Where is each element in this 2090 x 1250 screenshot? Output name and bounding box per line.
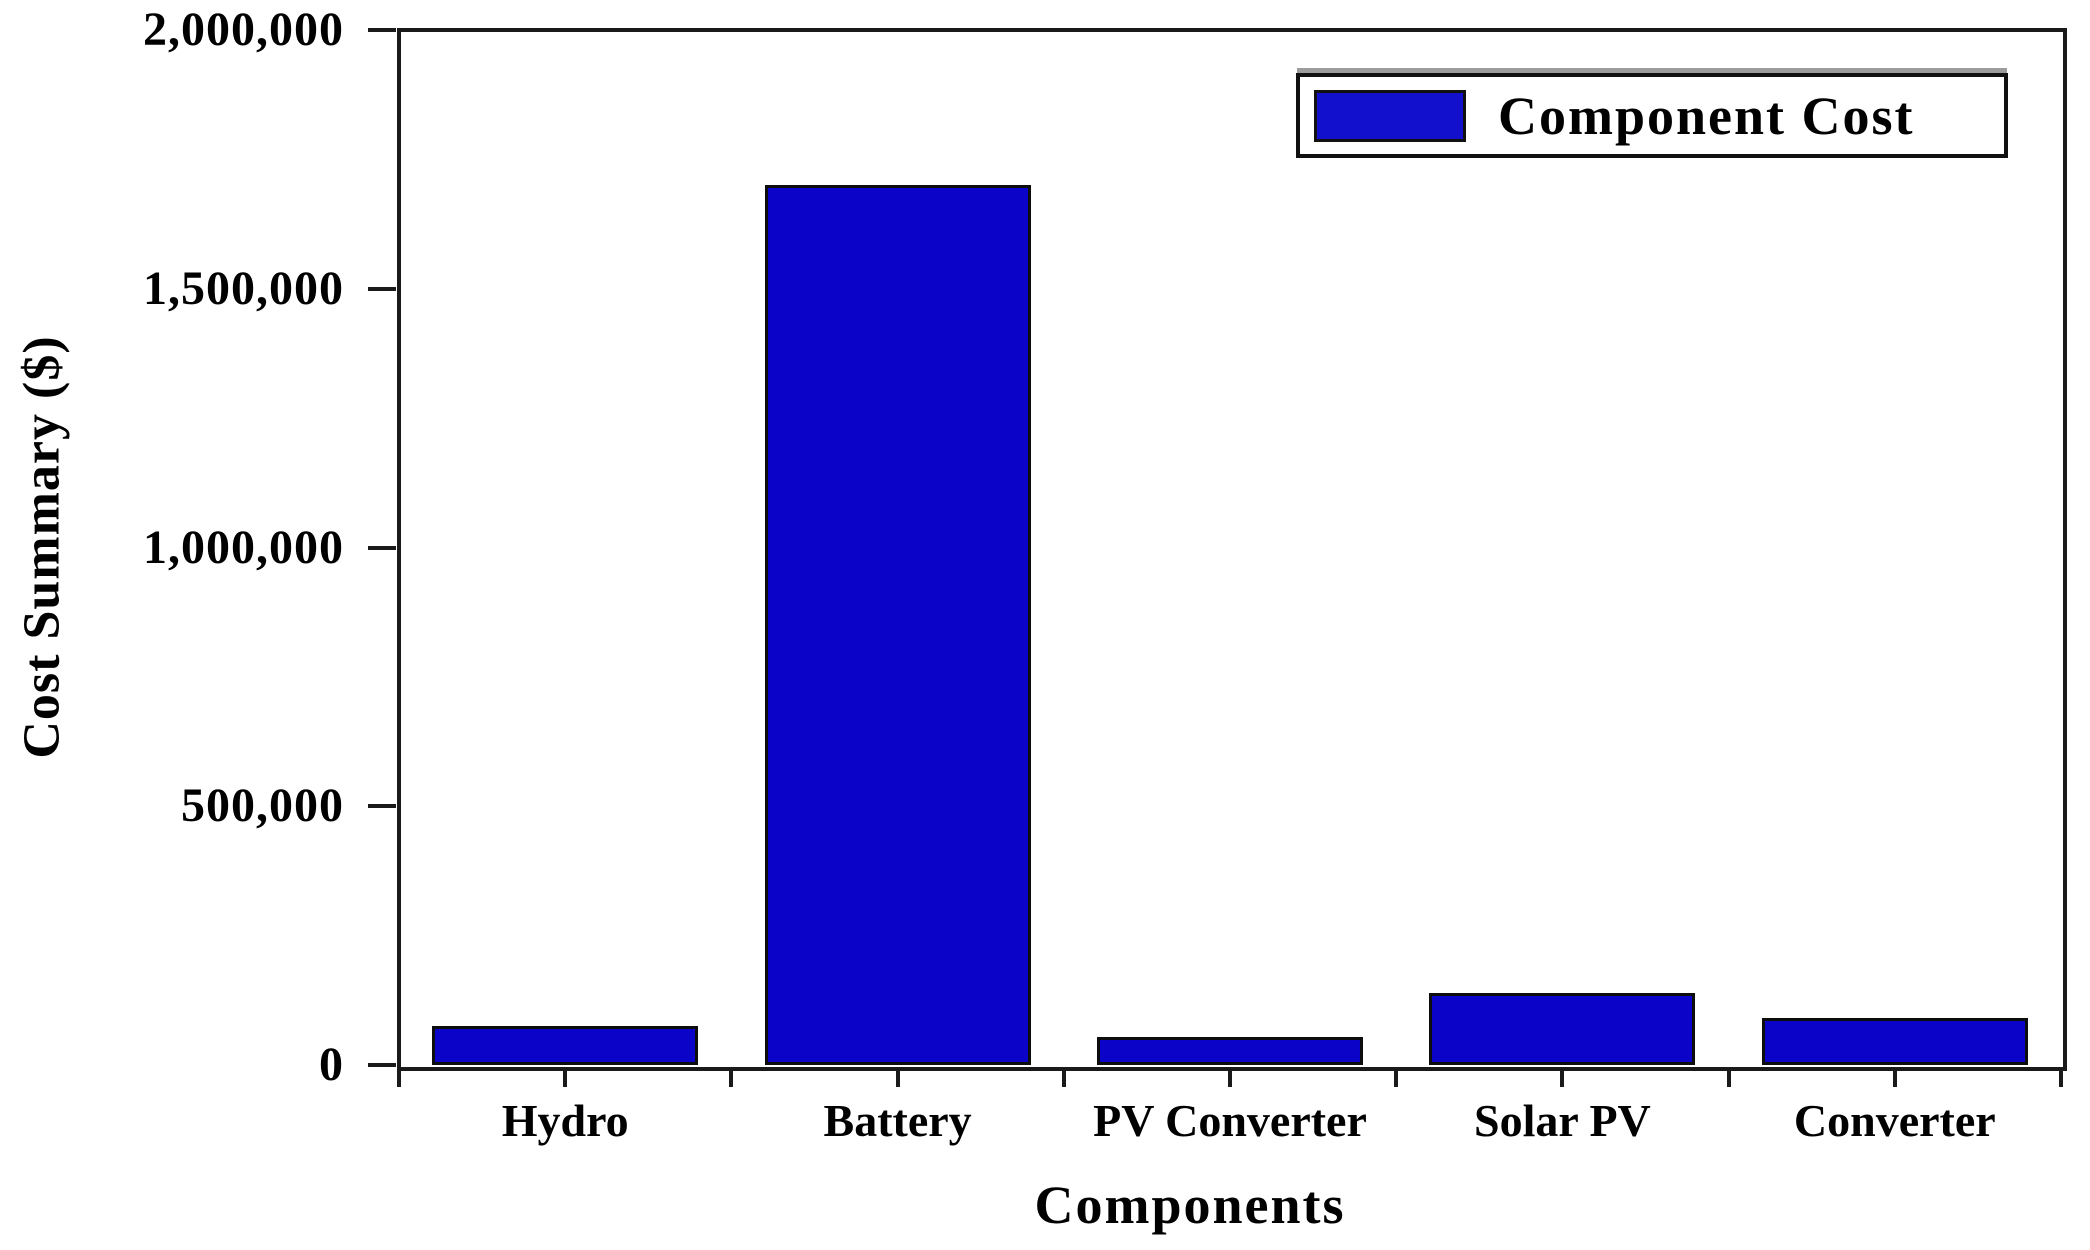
y-axis-tick — [368, 1063, 396, 1067]
y-axis-title: Cost Summary ($) — [13, 335, 71, 759]
x-axis-center-tick — [1228, 1067, 1232, 1087]
bar-converter — [1761, 1018, 2028, 1065]
legend: Component Cost — [1296, 73, 2008, 158]
x-axis-boundary-tick — [1061, 1067, 1066, 1087]
x-axis-boundary-tick — [729, 1067, 734, 1087]
y-axis-tick — [368, 286, 396, 291]
y-tick-label: 500,000 — [181, 779, 344, 833]
y-tick-label: 2,000,000 — [143, 3, 344, 56]
y-tick-label: 1,000,000 — [143, 520, 344, 574]
bar-battery — [764, 185, 1031, 1065]
bar-hydro — [432, 1026, 699, 1065]
y-axis-tick — [368, 28, 396, 32]
x-axis-boundary-tick — [397, 1067, 401, 1087]
x-axis-label-converter: Converter — [1793, 1095, 1996, 1146]
x-axis-boundary-tick — [2059, 1067, 2063, 1087]
legend-label: Component Cost — [1498, 85, 1915, 146]
x-axis-label-hydro: Hydro — [501, 1095, 629, 1146]
plot-area — [397, 28, 2067, 1071]
legend-swatch-icon — [1314, 89, 1466, 142]
x-axis-center-tick — [1560, 1067, 1565, 1087]
x-axis-boundary-tick — [1394, 1067, 1399, 1087]
x-axis-label-battery: Battery — [823, 1095, 972, 1146]
x-axis-center-tick — [1892, 1067, 1897, 1087]
bar-solar-pv — [1429, 993, 1696, 1065]
x-axis-label-pv-converter: PV Converter — [1093, 1095, 1367, 1146]
x-axis-center-tick — [563, 1067, 568, 1087]
y-axis-tick — [368, 545, 396, 550]
y-axis-tick — [368, 804, 396, 809]
x-axis-boundary-tick — [1726, 1067, 1731, 1087]
x-axis-title: Components — [1034, 1175, 1346, 1235]
bar-pv-converter — [1097, 1037, 1363, 1065]
x-axis-label-solar-pv: Solar PV — [1474, 1095, 1651, 1146]
y-tick-label: 1,500,000 — [143, 261, 344, 315]
x-axis-center-tick — [895, 1067, 900, 1087]
y-tick-label: 0 — [319, 1038, 344, 1091]
